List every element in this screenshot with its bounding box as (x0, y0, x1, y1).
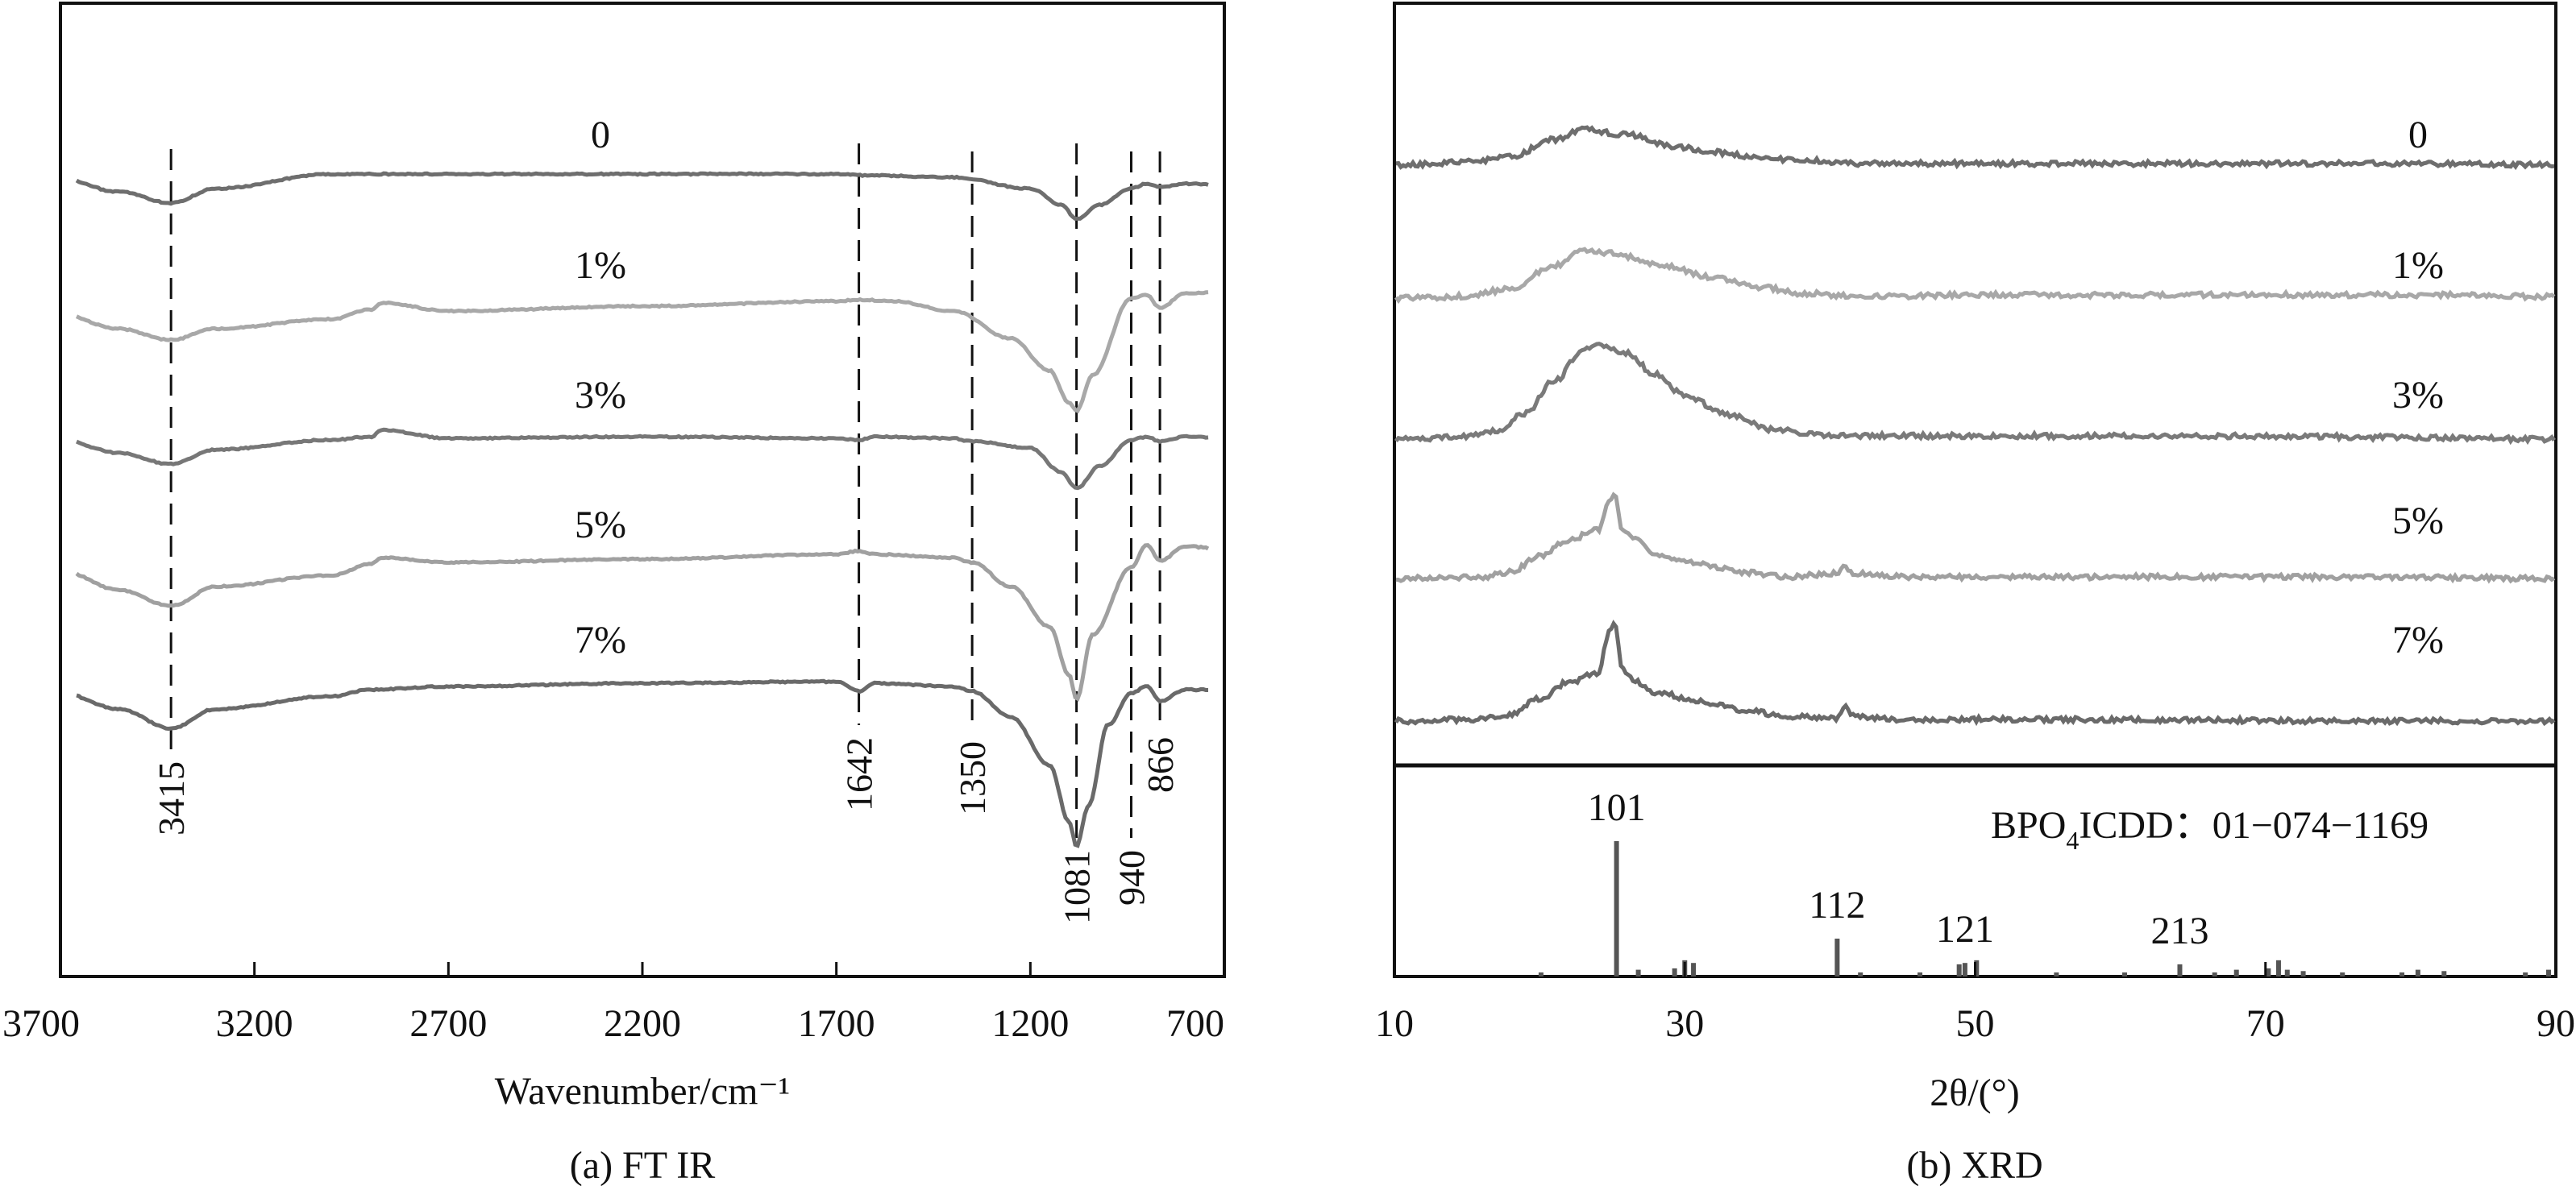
xrd-x-ticks: 10 30 50 70 90 (1375, 962, 2575, 1045)
ftir-series-label: 7% (575, 619, 626, 661)
xrd-peak-label: 213 (2150, 910, 2208, 952)
ftir-x-tick-label: 1700 (798, 1002, 875, 1045)
ftir-series-line (75, 290, 1209, 414)
ftir-series-label: 1% (575, 244, 626, 287)
xrd-caption: (b) XRD (1906, 1144, 2042, 1187)
xrd-reference-label: BPO4ICDD：01−074−1169 (1991, 804, 2429, 855)
xrd-series-line (1394, 247, 2556, 305)
ftir-x-tick-label: 1200 (991, 1002, 1069, 1045)
ftir-series-label: 3% (575, 374, 626, 417)
ftir-series-labels: 0 1% 3% 5% 7% (575, 114, 626, 661)
ftir-reference-lines: 3415 1642 1350 1081 940 866 (151, 143, 1181, 924)
xrd-reference-sticks (1538, 841, 2551, 976)
ftir-x-tick-label: 3700 (2, 1002, 80, 1045)
ftir-peak-label: 940 (1111, 850, 1152, 906)
xrd-series-group (1394, 125, 2556, 727)
xrd-series-line (1395, 491, 2556, 584)
xrd-peak-labels: 101 112 121 213 (1588, 786, 2209, 952)
ftir-peak-label: 3415 (151, 761, 192, 835)
ftir-series-line (76, 678, 1208, 848)
xrd-x-tick-label: 70 (2246, 1002, 2285, 1045)
ftir-peak-label: 1350 (952, 741, 993, 815)
ftir-x-axis-title: Wavenumber/cm⁻¹ (495, 1070, 790, 1113)
ftir-peak-label: 866 (1140, 737, 1181, 793)
xrd-peak-label: 112 (1809, 884, 1865, 927)
ftir-plot-frame (59, 2, 1226, 978)
ftir-peak-label: 1642 (839, 737, 880, 811)
ftir-series-label: 5% (575, 504, 626, 546)
xrd-series-label: 1% (2392, 244, 2444, 287)
ftir-x-tick-label: 700 (1166, 1002, 1224, 1045)
ftir-peak-label: 1081 (1057, 850, 1098, 924)
ftir-panel: 3415 1642 1350 1081 940 866 0 1% 3% 5% 7% 3700 320… (2, 2, 1226, 1187)
xrd-peak-label: 101 (1588, 786, 1646, 829)
xrd-x-tick-label: 30 (1665, 1002, 1704, 1045)
xrd-series-label: 5% (2392, 500, 2444, 542)
xrd-series-line (1395, 125, 2555, 171)
ftir-x-tick-label: 2700 (409, 1002, 487, 1045)
xrd-series-line (1394, 620, 2556, 727)
xrd-series-label: 0 (2408, 114, 2428, 156)
ftir-series-line (76, 427, 1209, 491)
xrd-x-tick-label: 50 (1956, 1002, 1995, 1045)
xrd-series-label: 3% (2392, 374, 2444, 417)
xrd-peak-label: 121 (1936, 908, 1994, 951)
ftir-caption: (a) FT IR (570, 1144, 715, 1187)
xrd-series-label: 7% (2392, 619, 2444, 661)
ftir-series-group (75, 171, 1210, 848)
xrd-series-labels: 0 1% 3% 5% 7% (2392, 114, 2444, 661)
ftir-series-line (75, 171, 1209, 221)
ftir-series-line (75, 543, 1210, 702)
xrd-series-line (1394, 342, 2556, 446)
xrd-x-tick-label: 90 (2537, 1002, 2575, 1045)
ftir-x-tick-label: 3200 (216, 1002, 293, 1045)
xrd-panel: 0 1% 3% 5% 7% 101 112 121 213 BPO4ICDD：01−074−1… (1375, 2, 2575, 1187)
ftir-x-ticks: 3700 3200 2700 2200 1700 1200 700 (2, 962, 1226, 1045)
xrd-x-tick-label: 10 (1375, 1002, 1414, 1045)
xrd-x-axis-title: 2θ/(°) (1930, 1072, 2020, 1114)
ftir-series-label: 0 (591, 114, 610, 156)
ftir-x-tick-label: 2200 (604, 1002, 681, 1045)
